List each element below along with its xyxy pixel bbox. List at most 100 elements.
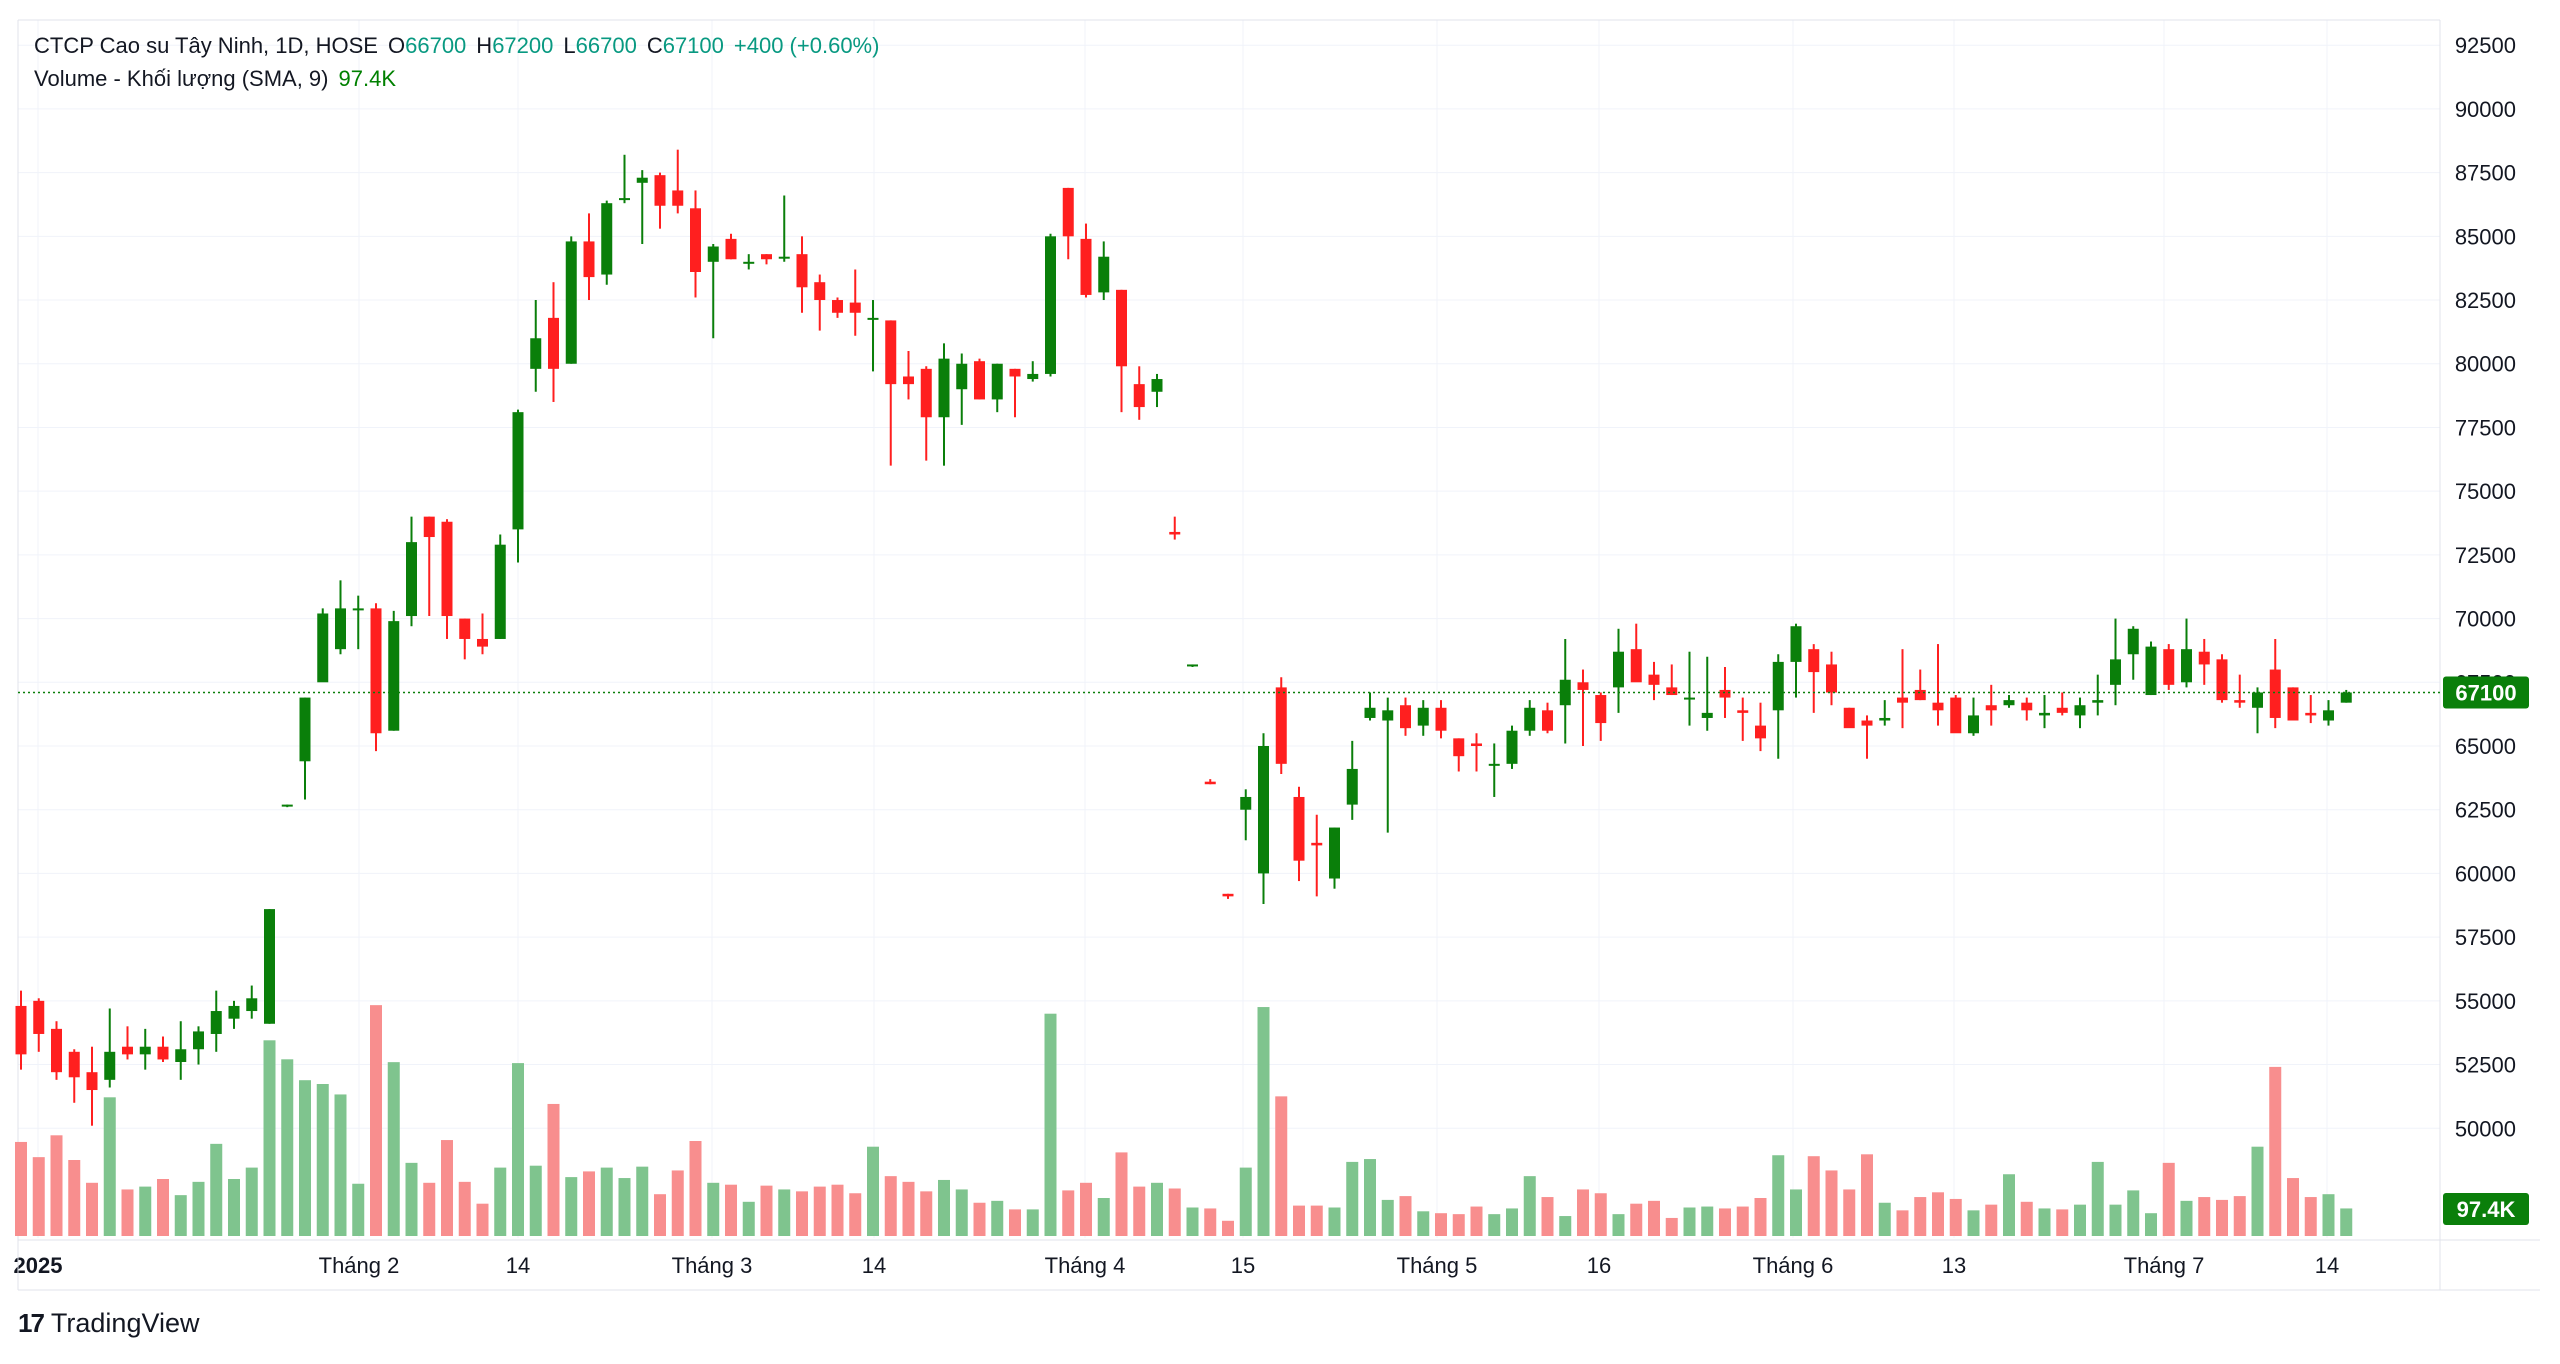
volume-bar bbox=[103, 1097, 116, 1236]
volume-value: 97.4K bbox=[338, 66, 397, 91]
candle-body bbox=[15, 1005, 27, 1055]
volume-bar bbox=[1736, 1206, 1749, 1236]
candle-body bbox=[2181, 649, 2192, 683]
candle-body bbox=[1506, 730, 1518, 764]
candle-body bbox=[1772, 661, 1784, 711]
volume-bar bbox=[2340, 1208, 2353, 1236]
candle-body bbox=[1861, 720, 1873, 726]
volume-bar bbox=[583, 1171, 595, 1236]
volume-bar bbox=[2304, 1197, 2317, 1236]
volume-bar bbox=[778, 1189, 791, 1236]
candle-body bbox=[1613, 651, 1624, 688]
candle-body bbox=[885, 320, 897, 385]
candle-body bbox=[1897, 697, 1908, 703]
candle-body bbox=[1719, 689, 1731, 698]
candle-body bbox=[1435, 707, 1447, 731]
candle-body bbox=[370, 608, 382, 734]
volume-bar bbox=[725, 1184, 737, 1236]
candle-body bbox=[1630, 649, 1642, 683]
volume-bar bbox=[849, 1193, 862, 1236]
y-tick-label: 55000 bbox=[2455, 989, 2516, 1014]
volume-bar bbox=[2180, 1200, 2193, 1236]
volume-bar bbox=[1541, 1197, 1554, 1236]
volume-bar bbox=[1825, 1170, 1838, 1236]
volume-bar bbox=[458, 1181, 471, 1236]
volume-bar bbox=[2145, 1213, 2157, 1236]
candle-body bbox=[548, 317, 559, 369]
volume-bar bbox=[86, 1182, 98, 1236]
volume-badge-label: 97.4K bbox=[2457, 1197, 2516, 1222]
x-tick-label: 16 bbox=[1587, 1253, 1611, 1278]
volume-bar bbox=[1009, 1209, 1021, 1236]
candle-body bbox=[707, 246, 719, 262]
volume-bar bbox=[1044, 1013, 1057, 1236]
volume-bar bbox=[707, 1182, 720, 1236]
candle-body bbox=[565, 241, 577, 364]
price-badge bbox=[2443, 676, 2529, 709]
volume-bar bbox=[1310, 1205, 1323, 1236]
volume-bar bbox=[547, 1103, 560, 1236]
volume-bar bbox=[121, 1189, 134, 1236]
volume-bar bbox=[2074, 1204, 2086, 1236]
candle-body bbox=[317, 613, 329, 683]
candle-body bbox=[210, 1011, 222, 1034]
candle-body bbox=[1453, 738, 1465, 757]
volume-bar bbox=[1914, 1197, 1927, 1236]
low-value: 66700 bbox=[575, 33, 637, 58]
candle-body bbox=[228, 1005, 240, 1019]
candle-body bbox=[68, 1051, 80, 1078]
y-tick-label: 72500 bbox=[2455, 543, 2516, 568]
candle-body bbox=[920, 368, 932, 418]
y-tick-label: 90000 bbox=[2455, 97, 2516, 122]
brand-name: TradingView bbox=[50, 1308, 200, 1338]
candle-body bbox=[1293, 796, 1305, 861]
volume-bar bbox=[50, 1135, 63, 1236]
candle-body bbox=[1471, 743, 1482, 746]
y-tick-label: 82500 bbox=[2455, 288, 2516, 313]
volume-badge bbox=[2443, 1193, 2529, 1225]
candle-body bbox=[690, 208, 701, 272]
candle-body bbox=[2323, 710, 2334, 721]
volume-bar bbox=[1488, 1214, 1501, 1236]
volume-bar bbox=[405, 1162, 418, 1236]
volume-bar bbox=[1896, 1210, 1909, 1236]
volume-bar bbox=[352, 1183, 365, 1236]
volume-bar bbox=[210, 1143, 223, 1236]
volume-bar bbox=[636, 1166, 649, 1236]
volume-bar bbox=[796, 1191, 808, 1236]
volume-bar bbox=[476, 1203, 489, 1236]
y-tick-label: 85000 bbox=[2455, 224, 2516, 249]
volume-bar bbox=[1630, 1203, 1643, 1236]
volume-bar bbox=[441, 1140, 453, 1236]
candle-body bbox=[2287, 687, 2299, 721]
volume-bar bbox=[1257, 1007, 1270, 1236]
candle-body bbox=[1577, 682, 1589, 690]
candle-body bbox=[1009, 368, 1021, 377]
candle-body bbox=[1151, 379, 1163, 392]
candle-body bbox=[796, 254, 808, 288]
y-tick-label: 60000 bbox=[2455, 861, 2516, 886]
candle-body bbox=[1701, 712, 1713, 718]
candle-body bbox=[1985, 705, 1997, 711]
candle-body bbox=[1666, 687, 1678, 696]
candle-body bbox=[1950, 697, 1962, 734]
y-tick-label: 50000 bbox=[2455, 1116, 2516, 1141]
candle-body bbox=[1258, 746, 1269, 874]
candle-body bbox=[1843, 707, 1855, 729]
volume-bar bbox=[1719, 1208, 1731, 1236]
volume-bar bbox=[263, 1040, 276, 1236]
volume-bar bbox=[2322, 1194, 2335, 1236]
volume-bar bbox=[973, 1202, 986, 1236]
volume-bar bbox=[1097, 1198, 1110, 1236]
tradingview-brand[interactable]: 17 TradingView bbox=[18, 1308, 200, 1339]
volume-bar bbox=[1115, 1152, 1128, 1236]
candle-body bbox=[619, 198, 630, 201]
candle-body bbox=[193, 1031, 204, 1050]
volume-bar bbox=[742, 1201, 755, 1236]
volume-bar bbox=[1328, 1207, 1341, 1236]
candle-body bbox=[2127, 628, 2139, 655]
candle-body bbox=[1932, 702, 1944, 711]
open-value: 66700 bbox=[405, 33, 467, 58]
volume-bar bbox=[1026, 1209, 1039, 1236]
candle-body bbox=[264, 909, 275, 1024]
